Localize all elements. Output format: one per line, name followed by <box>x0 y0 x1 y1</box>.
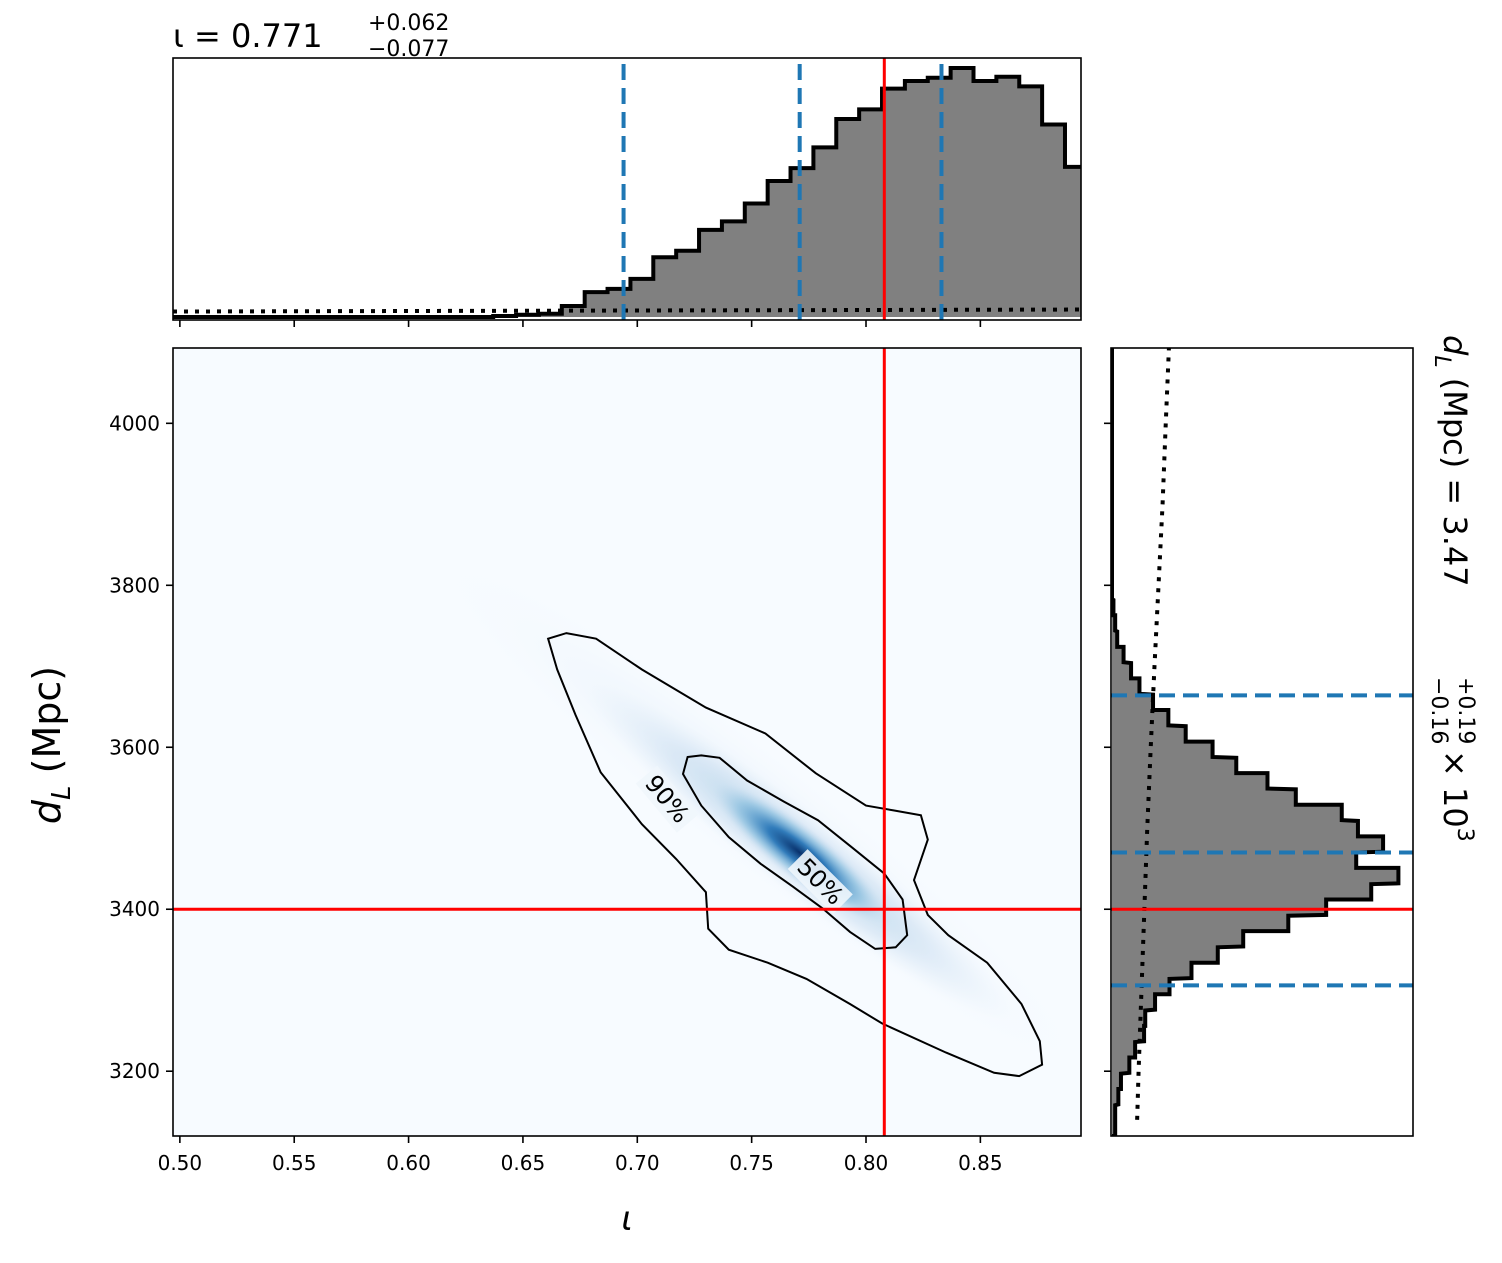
dl-quantile-lines <box>1111 693 1413 988</box>
iota-histogram-edge <box>173 66 1081 319</box>
iota-panel-frame <box>172 57 1082 321</box>
joint-xtick-label-0: 0.50 <box>158 1151 203 1175</box>
joint-xtick-label-1: 0.55 <box>272 1151 317 1175</box>
iota-title-value: 0.771 <box>231 17 323 55</box>
contour-0 <box>546 632 1044 1078</box>
dl-title-minus: −0.16 <box>1426 677 1451 744</box>
dl-marginal-panel: dL (Mpc) = 3.47 +0.19 −0.16 × 103 <box>1104 335 1478 1137</box>
dl-histogram-fill <box>1112 348 1399 1136</box>
dl-title-sub: L <box>1429 355 1454 367</box>
joint-yticks: 3200 3400 3600 3800 4000 <box>109 411 173 1083</box>
contour-1 <box>681 754 909 950</box>
iota-title-minus: −0.077 <box>368 37 449 62</box>
iota-histogram-fill <box>173 68 1081 317</box>
joint-xtick-label-2: 0.60 <box>386 1151 431 1175</box>
contour-label-bg-0 <box>635 765 699 833</box>
dl-title-units: (Mpc) <box>1436 368 1474 469</box>
iota-quantile-lines <box>621 64 944 320</box>
contour-label-bg-1 <box>787 849 853 915</box>
joint-xtick-label-3: 0.65 <box>501 1151 546 1175</box>
joint-xtick-label-6: 0.80 <box>844 1151 889 1175</box>
joint-xlabel: ι <box>621 1199 633 1239</box>
dl-title-scale: × 103 <box>1436 750 1477 842</box>
iota-marginal-panel: ι = 0.771 +0.062 −0.077 <box>172 11 1082 327</box>
joint-xtick-label-7: 0.85 <box>958 1151 1003 1175</box>
joint-ytick-label-0: 3200 <box>109 1059 160 1083</box>
joint-ylabel: dL (Mpc) <box>25 666 77 824</box>
joint-ytick-label-2: 3600 <box>109 735 160 759</box>
joint-xtick-label-5: 0.75 <box>729 1151 774 1175</box>
joint-ytick-label-1: 3400 <box>109 897 160 921</box>
iota-title-plus: +0.062 <box>368 11 449 36</box>
dl-histogram-edge <box>1111 348 1401 1136</box>
iota-title: ι = 0.771 <box>173 17 323 55</box>
svg-text:dL (Mpc) = 3.47: dL (Mpc) = 3.47 <box>1429 335 1474 587</box>
joint-ytick-label-3: 3800 <box>109 573 160 597</box>
joint-panel-frame <box>172 347 1082 1137</box>
dl-title-plus: +0.19 <box>1453 677 1478 744</box>
dl-title-equals: = <box>1436 468 1474 515</box>
dl-title-symbol: d <box>1436 335 1474 356</box>
dl-title-value: 3.47 <box>1436 515 1474 586</box>
joint-ytick-label-4: 4000 <box>109 411 160 435</box>
dl-title: dL (Mpc) = 3.47 +0.19 −0.16 × 103 <box>1426 335 1478 842</box>
iota-title-equals: = <box>184 17 231 55</box>
dl-panel-frame <box>1110 347 1414 1137</box>
iota-prior-line <box>173 307 1081 314</box>
joint-xticks: 0.50 0.55 0.60 0.65 0.70 0.75 0.80 0.85 <box>158 1136 1003 1175</box>
iota-title-symbol: ι <box>173 17 184 55</box>
iota-panel-xticks <box>179 320 982 327</box>
dl-prior-line <box>1135 348 1171 1120</box>
joint-density-panel: 90%50% 0.50 0.55 0.60 0.65 0.70 0.75 0.80 0.85 … <box>25 347 1082 1239</box>
dl-panel-yticks <box>1104 422 1111 1073</box>
joint-xtick-label-4: 0.70 <box>615 1151 660 1175</box>
